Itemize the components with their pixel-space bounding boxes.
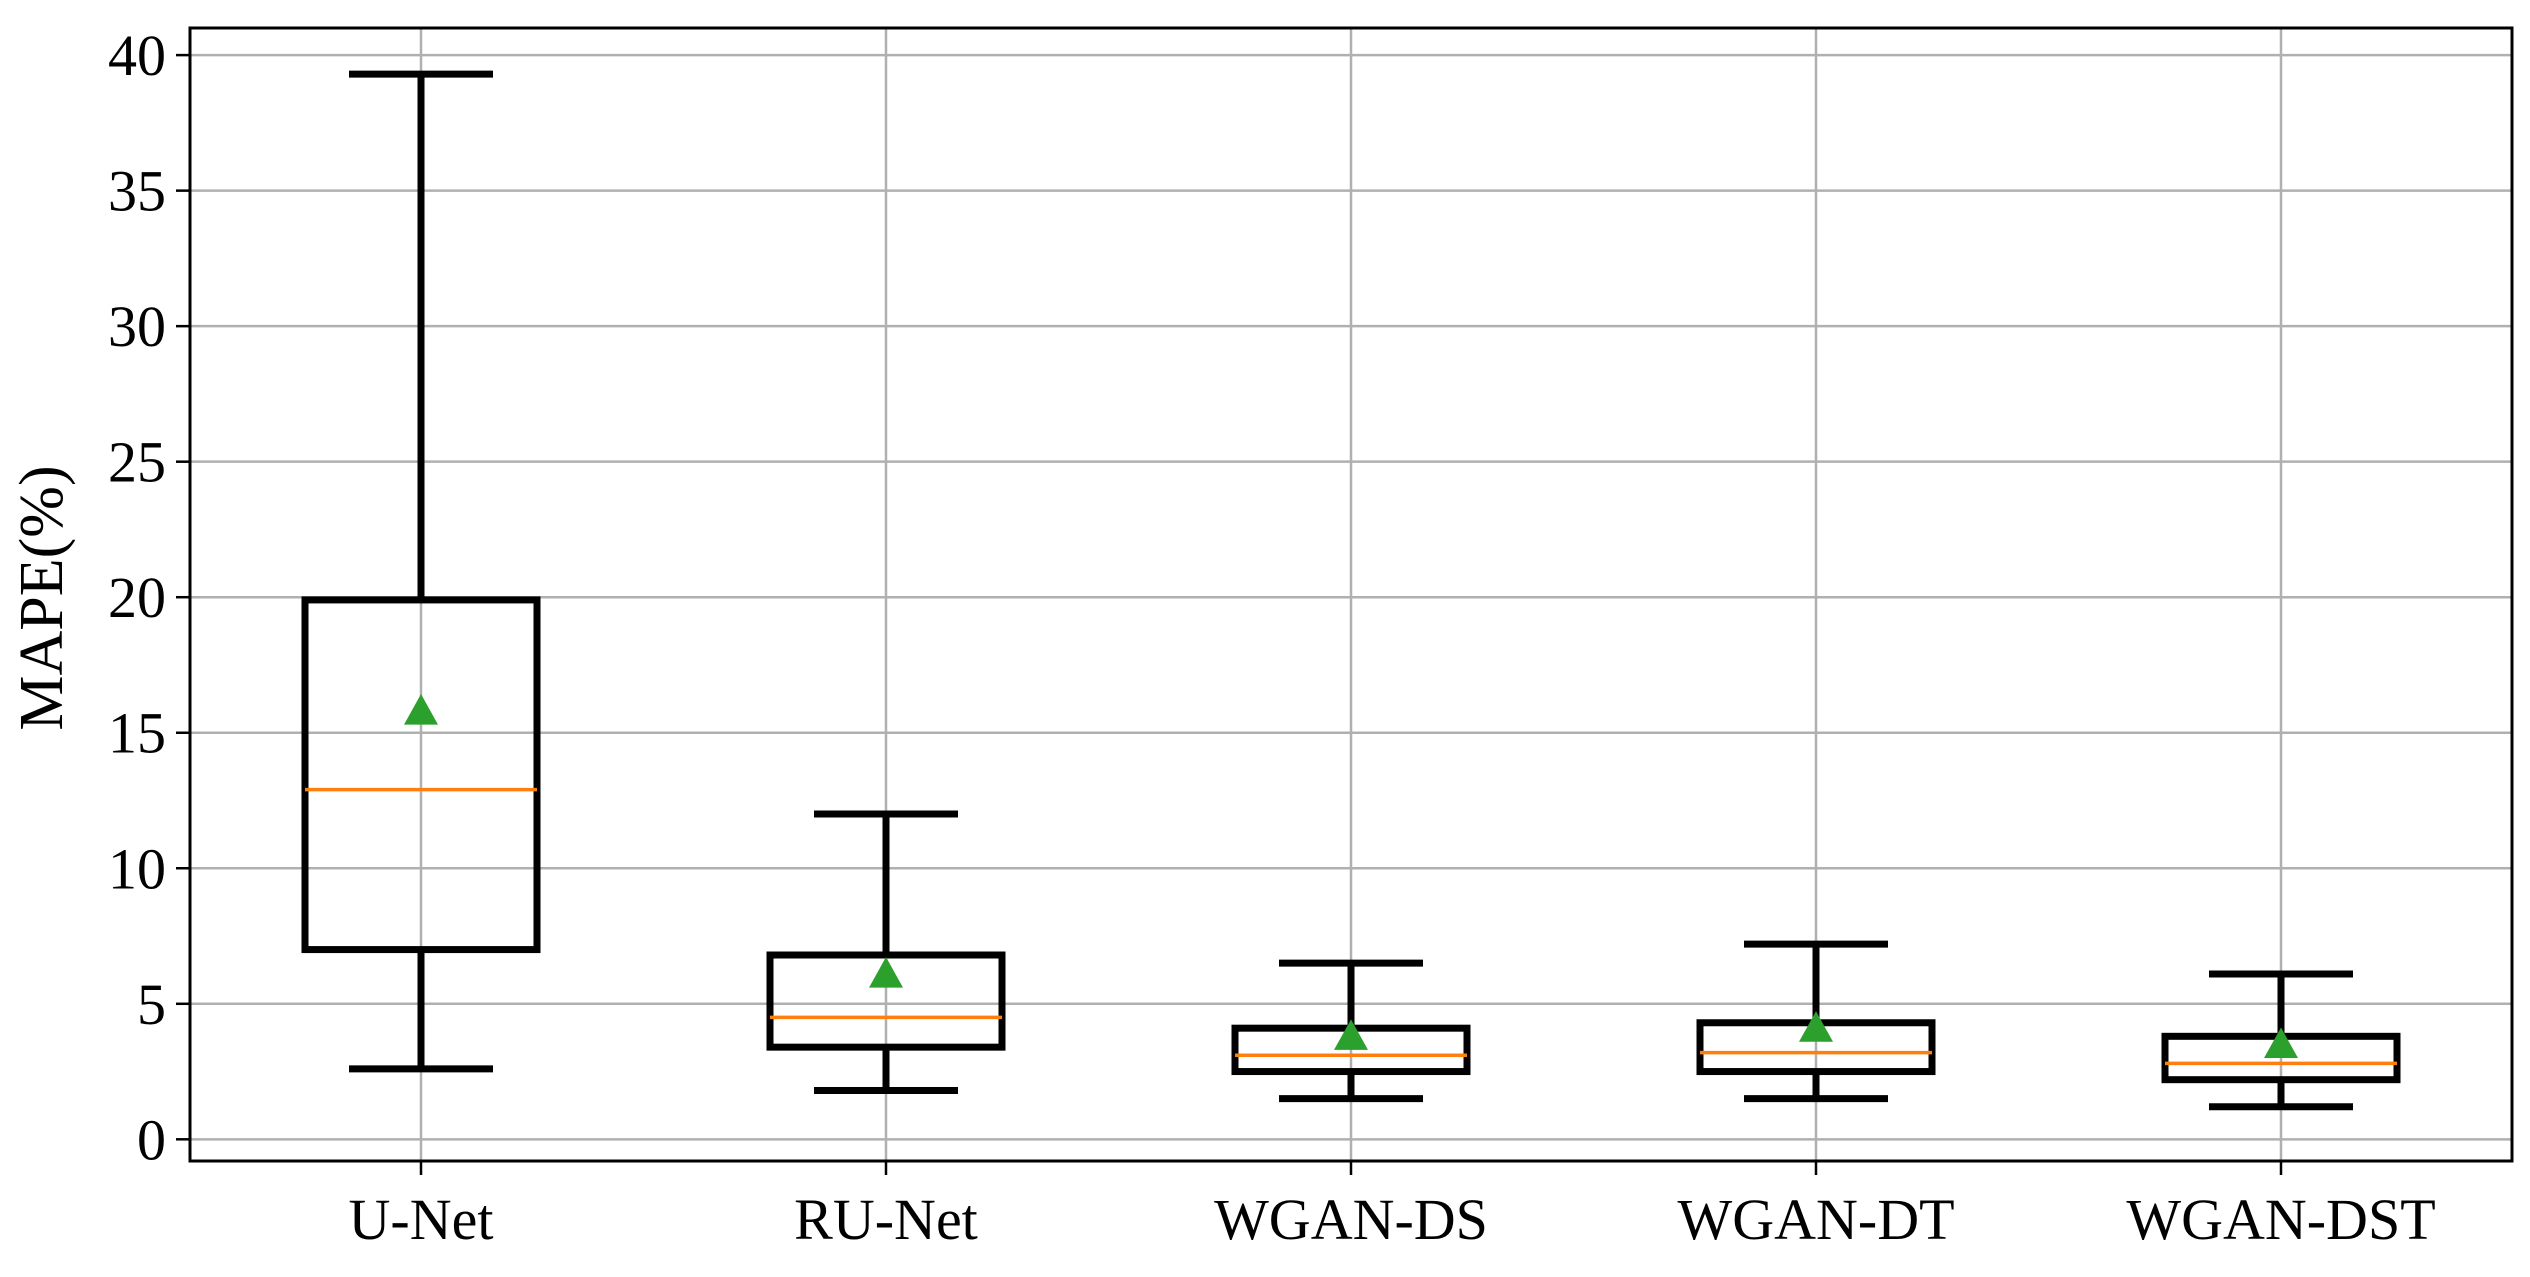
x-tick-label: RU-Net [794,1187,978,1252]
y-axis-label: MAPE(%) [8,465,76,730]
box-3 [1231,959,1471,1103]
box-1 [301,70,541,1073]
mean-marker [404,694,438,725]
x-tick-label: U-Net [349,1187,494,1252]
x-tick-label: WGAN-DST [2126,1187,2435,1252]
mean-marker [1799,1011,1833,1042]
mean-marker [869,956,903,988]
mean-marker [1334,1019,1368,1050]
y-tick-label: 15 [108,701,166,766]
y-tick-label: 40 [108,23,166,88]
box-2 [766,810,1006,1095]
x-tick-label: WGAN-DT [1677,1187,1954,1252]
y-tick-label: 0 [137,1107,166,1172]
y-tick-label: 30 [108,294,166,359]
plot-frame [188,26,2514,1163]
axes: 0 5 10 15 20 25 30 35 40 U-Net RU-Net WGAN-DS WGAN-D… [108,23,2514,1252]
box-5 [2161,970,2401,1111]
mean-marker [2264,1027,2298,1059]
y-tick-label: 25 [108,430,166,495]
y-tick-label: 5 [137,972,166,1037]
y-tick-label: 20 [108,565,166,630]
y-tick-label: 10 [108,836,166,901]
box-series [301,70,2401,1111]
box-body [301,596,541,954]
y-tick-label: 35 [108,159,166,224]
box-4 [1696,940,1936,1103]
box-body [766,951,1006,1051]
x-tick-label: WGAN-DS [1214,1187,1488,1252]
